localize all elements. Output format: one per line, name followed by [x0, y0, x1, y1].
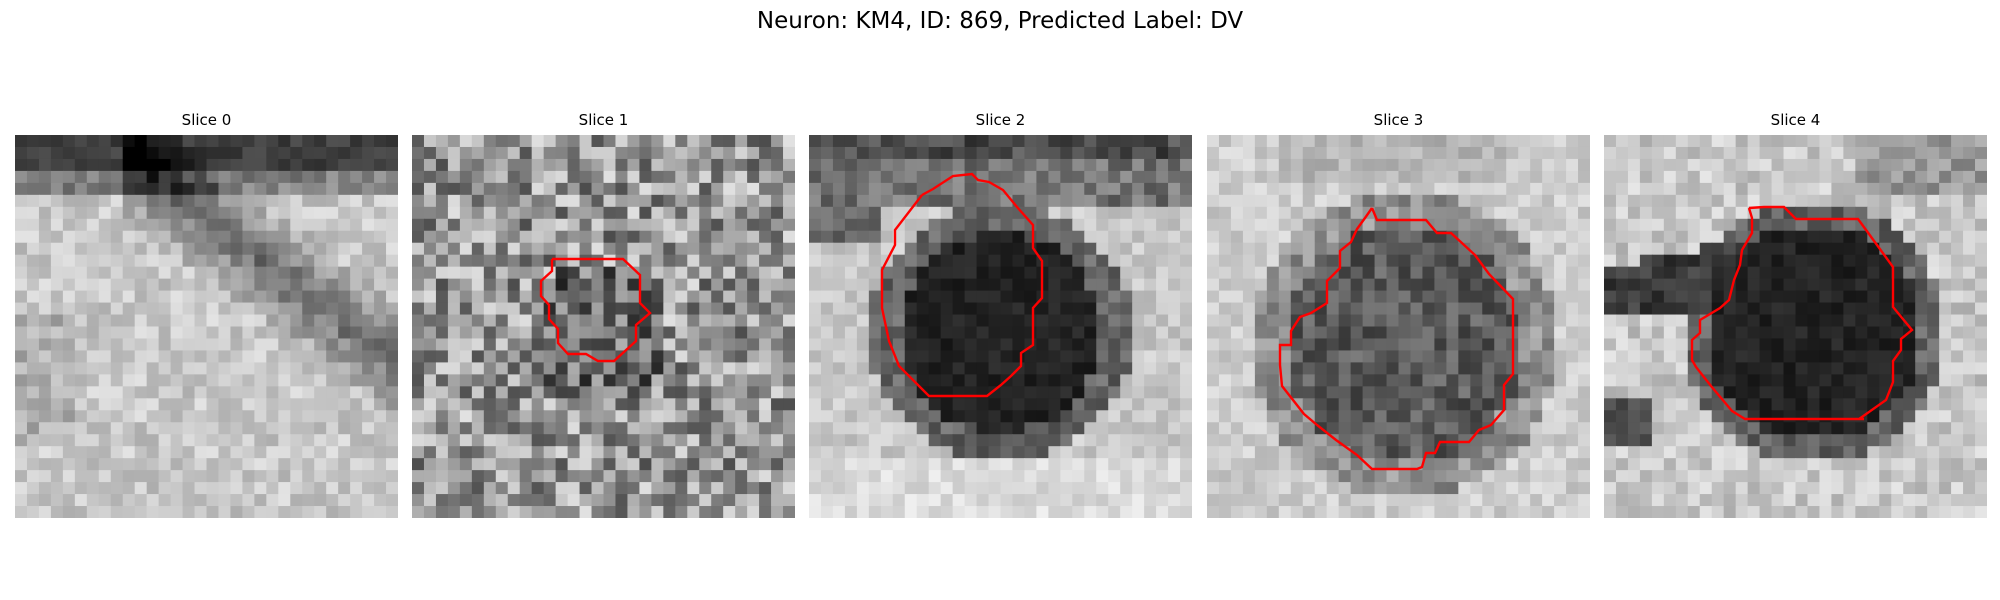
slice-3-image	[1207, 135, 1590, 518]
slice-4-contour	[1690, 205, 1914, 421]
slice-3-title: Slice 3	[1373, 111, 1424, 129]
slice-3-contour	[1278, 207, 1515, 471]
slice-2-title: Slice 2	[975, 111, 1026, 129]
slice-1-title: Slice 1	[578, 111, 629, 129]
slice-1-image	[412, 135, 795, 518]
slice-1-contour	[539, 257, 652, 363]
slice-2-image	[809, 135, 1192, 518]
slice-1-pixels	[412, 135, 795, 518]
slice-4-pixels	[1604, 135, 1987, 518]
slice-0-svg	[15, 135, 398, 518]
slice-1-svg	[412, 135, 795, 518]
slice-2-pixels	[809, 135, 1192, 518]
figure-title: Neuron: KM4, ID: 869, Predicted Label: D…	[756, 8, 1244, 34]
slice-3-pixels	[1207, 135, 1590, 518]
slice-0-title: Slice 0	[181, 111, 232, 129]
slice-4-svg	[1604, 135, 1987, 518]
slice-0-image	[15, 135, 398, 518]
slice-3-svg	[1207, 135, 1590, 518]
slice-4-image	[1604, 135, 1987, 518]
slice-2-svg	[809, 135, 1192, 518]
slice-2-contour	[880, 172, 1044, 398]
slice-4-title: Slice 4	[1770, 111, 1821, 129]
slice-0-pixels	[15, 135, 398, 518]
